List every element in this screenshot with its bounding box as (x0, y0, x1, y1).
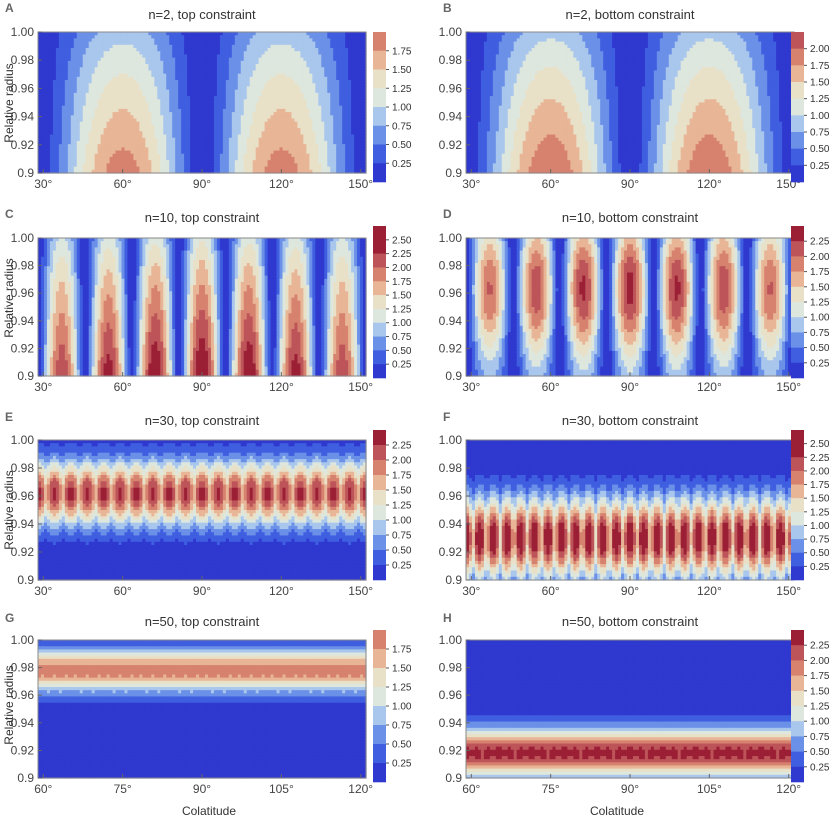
panel-title: n=2, top constraint (148, 7, 256, 22)
contour-figure: An=2, top constraint1.000.980.960.940.92… (0, 0, 830, 823)
panel-letter: A (5, 1, 14, 15)
contour-field (38, 32, 367, 174)
